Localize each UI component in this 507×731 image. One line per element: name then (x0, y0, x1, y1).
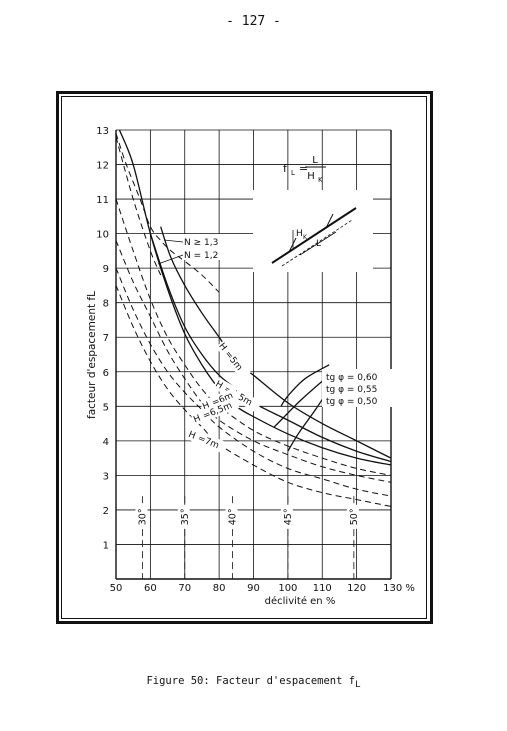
y-tick-label: 13 (96, 126, 109, 137)
page-number: - 127 - (226, 14, 281, 29)
annotation-tg50: tg φ = 0,50 (326, 397, 378, 407)
slope-schematic: H K L (253, 190, 373, 272)
annotation-tg55: tg φ = 0,55 (326, 385, 377, 395)
series-line (118, 129, 392, 466)
annotation-n13: N ≥ 1,3 (184, 238, 218, 248)
figure-caption-text: Figure 50: Facteur d'espacement f (146, 675, 356, 687)
tg-label-bg (322, 369, 392, 407)
annotation-hk65: H (192, 414, 202, 426)
formula: f L = L H K (283, 155, 326, 184)
formula-lhs-sub: L (291, 169, 295, 177)
figure-frame-inner (61, 96, 427, 619)
axis-ticks: 50 60 70 80 90 100 110 120 130 %1234567891011121… (96, 126, 415, 594)
inset-barrier-1 (288, 237, 297, 253)
series-line (115, 285, 392, 507)
angle-label-bg (346, 504, 359, 529)
inset-hk-label-sub: K (303, 234, 308, 241)
angle-label-bg (135, 504, 148, 529)
angle-label: 45° (283, 508, 294, 525)
y-tick-label: 5 (103, 402, 109, 413)
y-tick-label: 9 (103, 264, 109, 275)
y-tick-label: 10 (96, 230, 109, 241)
inset-barrier-2 (325, 213, 334, 229)
y-tick-label: 11 (96, 195, 109, 206)
y-axis-title: facteur d'espacement fL (86, 291, 98, 419)
x-tick-label: 120 (347, 583, 366, 594)
annotation-tg60: tg φ = 0,60 (326, 373, 378, 383)
angle-label: 50° (349, 508, 360, 525)
leader-n13 (163, 239, 184, 243)
x-tick-label: 50 (110, 583, 123, 594)
figure-caption: Figure 50: Facteur d'espacement fL (0, 675, 507, 690)
x-axis-title: déclivité en % (265, 595, 336, 607)
annotation-hk5: H (216, 341, 228, 353)
annotation-n12: N = 1,2 (184, 251, 218, 261)
figure-caption-sub: L (355, 680, 361, 691)
angle-label-bg (177, 504, 190, 529)
x-tick-label: 60 (144, 583, 157, 594)
hk5-bg (215, 339, 251, 380)
series-line (115, 136, 162, 276)
x-tick-label: 100 (278, 583, 297, 594)
inset-slope-line (271, 207, 357, 264)
leader-n12 (157, 254, 184, 265)
x-tick-label: 90 (247, 583, 260, 594)
formula-numerator: L (312, 155, 318, 166)
series-line (115, 133, 220, 293)
inset-l-dim (299, 231, 337, 256)
annotation-hk7: H (187, 430, 197, 442)
x-tick-label: 70 (178, 583, 191, 594)
formula-denominator-sub: K (318, 176, 323, 184)
inset-box (253, 190, 373, 272)
angle-reference-lines: 30° 35° 40° 45° 50° (135, 496, 360, 579)
y-tick-label: 12 (96, 161, 109, 172)
y-tick-label: 4 (103, 437, 109, 448)
y-tick-label: 1 (103, 540, 109, 551)
n-label-bg (182, 234, 220, 260)
y-tick-label: 6 (103, 368, 109, 379)
annotation-hk7-rest: =7m (196, 434, 220, 452)
figure-frame-outer (56, 91, 433, 624)
annotation-hk6: H (201, 401, 211, 413)
series-line (273, 374, 330, 428)
x-tick-label: 130 % (383, 583, 415, 594)
annotation-hk55: H (213, 379, 224, 391)
y-tick-label: 3 (103, 471, 109, 482)
angle-label: 40° (228, 508, 239, 525)
x-tick-label: 110 (313, 583, 332, 594)
hk6-bg (199, 387, 240, 413)
angle-label: 35° (180, 508, 191, 525)
formula-lhs: f (283, 162, 288, 175)
inset-hk-label: H (296, 229, 303, 239)
series-line (280, 364, 330, 407)
formula-equals: = (299, 162, 308, 175)
angle-label-bg (280, 504, 293, 529)
y-tick-label: 8 (103, 299, 109, 310)
hk7-bg (185, 427, 226, 454)
x-tick-label: 80 (213, 583, 226, 594)
hk65-bg (190, 396, 240, 426)
series-line (115, 267, 392, 497)
angle-label-bg (225, 504, 238, 529)
inset-slope-line-lower (281, 219, 353, 267)
series-line (115, 198, 392, 476)
y-tick-label: 7 (103, 333, 109, 344)
angle-label: 30° (137, 508, 148, 525)
formula-denominator: H (307, 171, 315, 182)
y-tick-label: 2 (103, 506, 109, 517)
inset-l-label: L (316, 239, 321, 249)
